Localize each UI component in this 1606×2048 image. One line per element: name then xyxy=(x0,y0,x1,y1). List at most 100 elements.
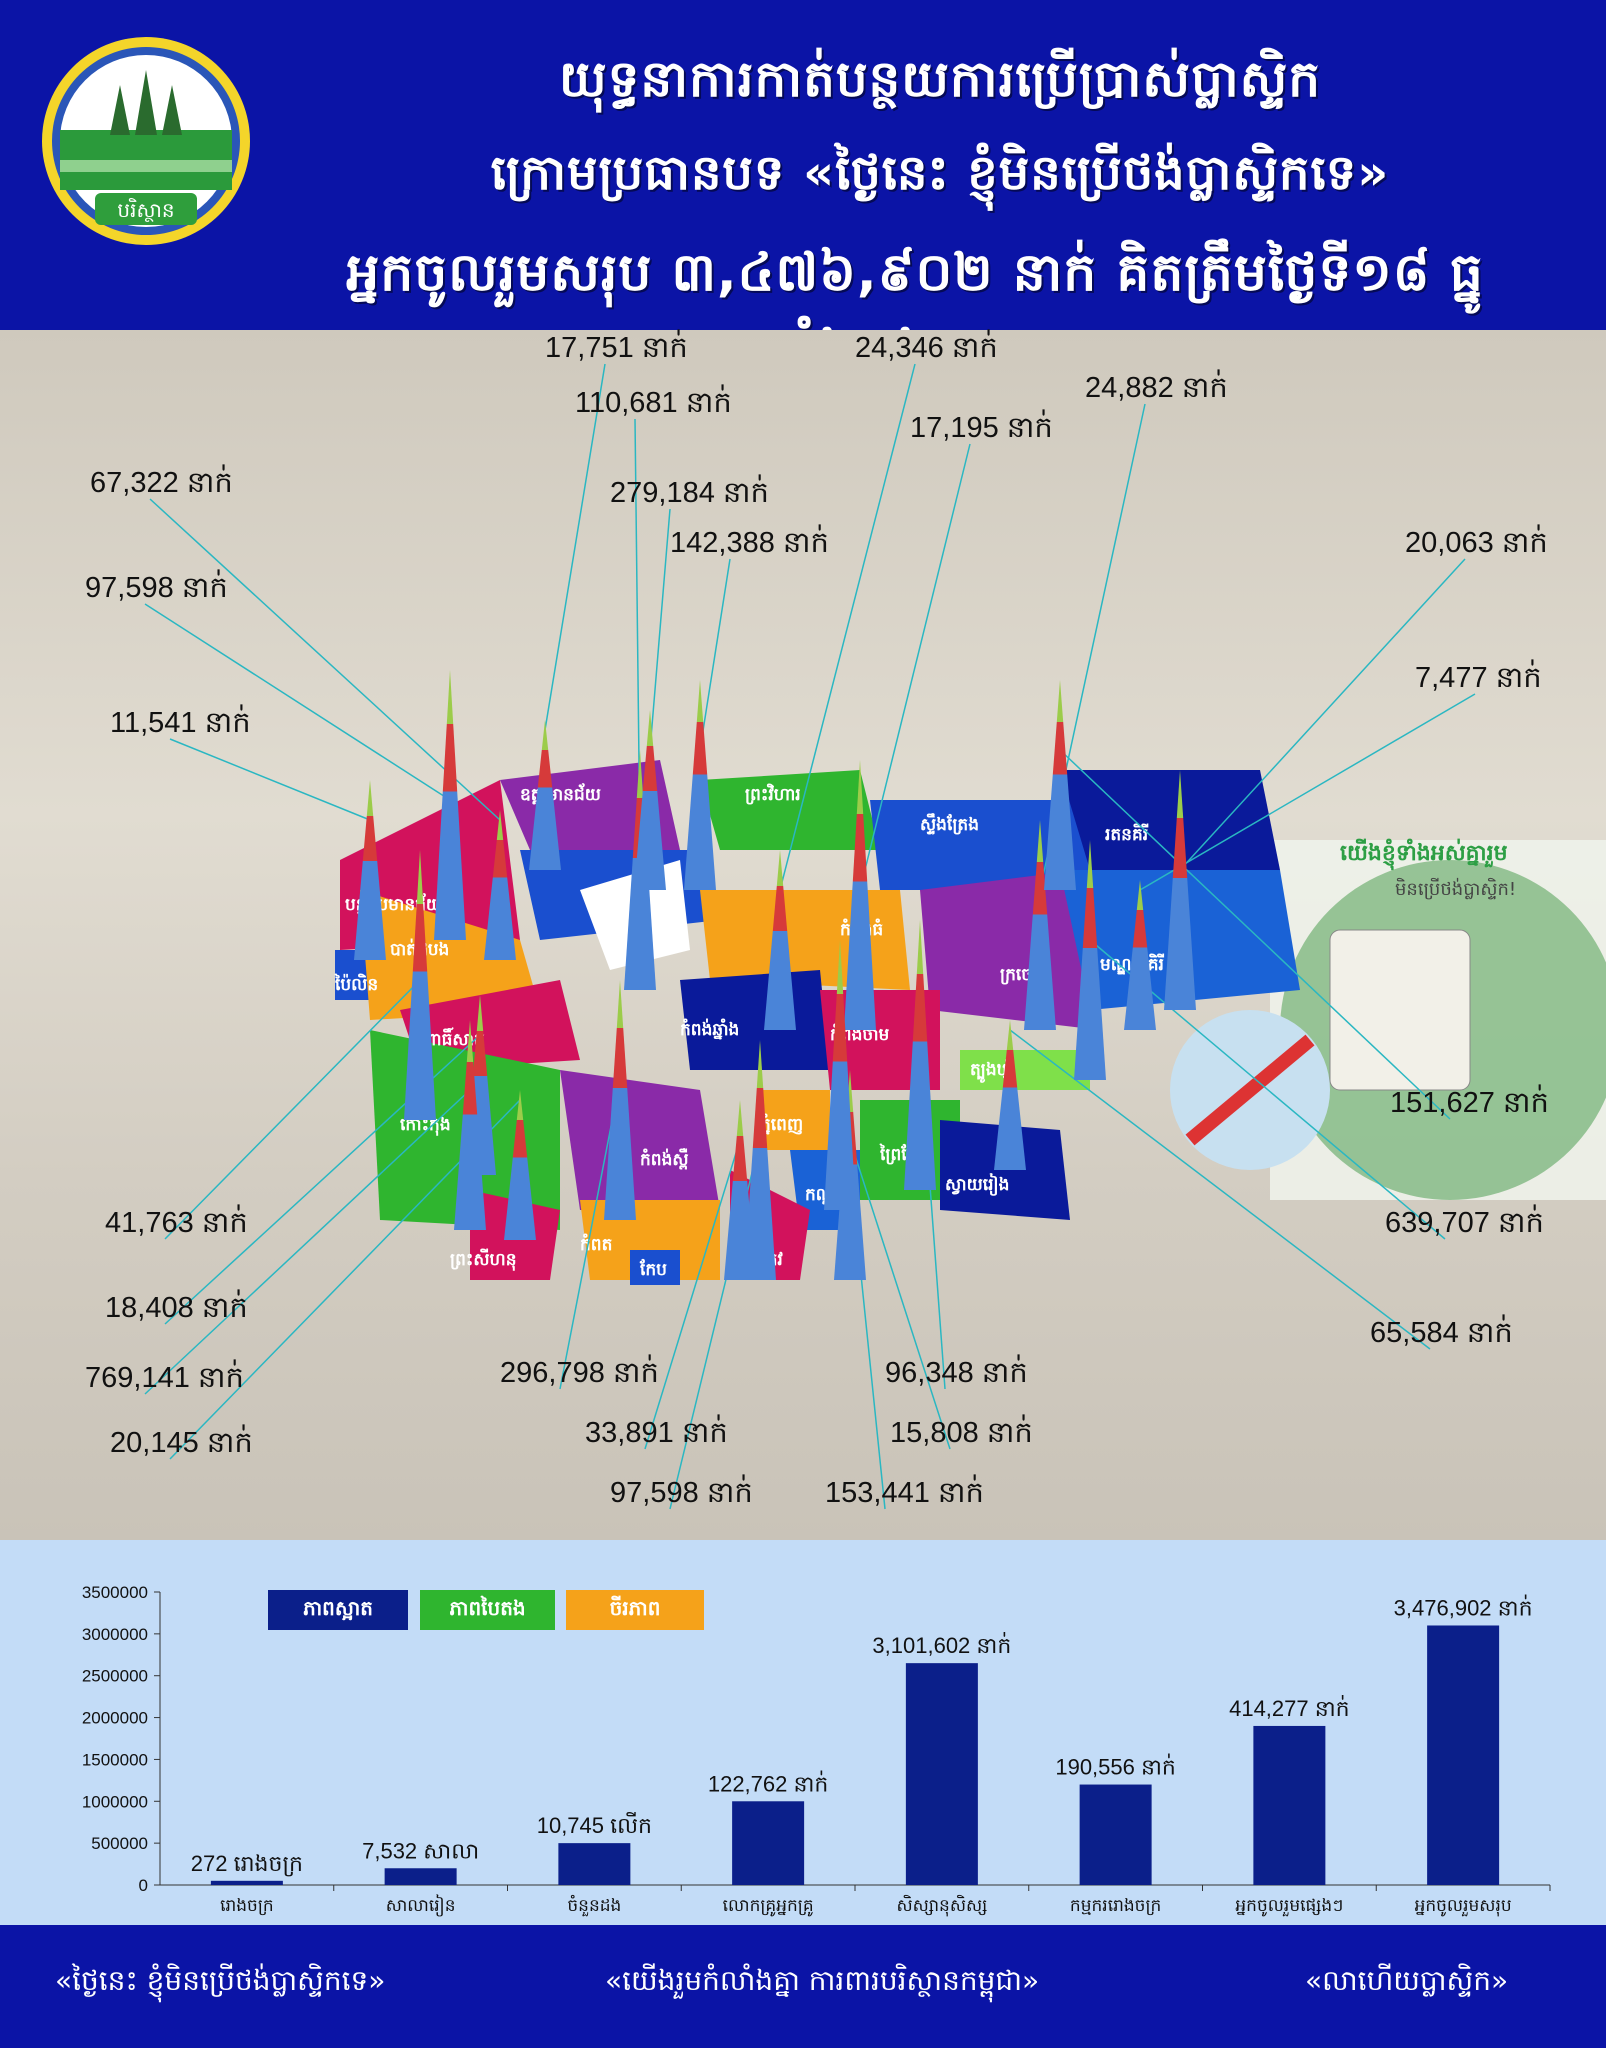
y-tick-label: 2500000 xyxy=(82,1667,148,1686)
y-tick-label: 3000000 xyxy=(82,1625,148,1644)
legend-item: ចីរភាព xyxy=(566,1590,704,1630)
province-cone xyxy=(1164,770,1196,1010)
leader-line xyxy=(699,558,731,751)
banner-text-1: យើងខ្ញុំទាំងអស់គ្នារួម xyxy=(1340,838,1508,871)
bar-chart: 0 500000 1000000 1500000 2000000 2500000 30000… xyxy=(82,1583,1551,1917)
province-count-label: 142,388 នាក់ xyxy=(670,527,829,559)
leader-line xyxy=(859,443,971,891)
province-count-label: 24,882 នាក់ xyxy=(1085,372,1228,404)
province-count-label: 24,346 នាក់ xyxy=(855,332,998,364)
footer-slogan-3: «លាហើយប្លាស្ទិក» xyxy=(1305,1964,1509,1997)
province-count-label: 151,627 នាក់ xyxy=(1390,1087,1549,1119)
province-count-label: 296,798 នាក់ xyxy=(500,1357,659,1389)
province-cone xyxy=(354,780,386,960)
x-category-label: លោកគ្រូអ្នកគ្រូ xyxy=(723,1896,814,1917)
province-cone xyxy=(529,720,561,870)
province-label: ស្ទឹងត្រែង xyxy=(920,813,979,835)
logo-text: បរិស្ថាន xyxy=(117,197,174,222)
province-count-label: 15,808 នាក់ xyxy=(890,1417,1033,1449)
x-category-label: អ្នកចូលរួមផ្សេងៗ xyxy=(1235,1896,1343,1917)
bar xyxy=(732,1801,805,1885)
province-cone xyxy=(504,1090,536,1240)
leader-line xyxy=(849,1139,951,1450)
province-count-label: 96,348 នាក់ xyxy=(885,1357,1028,1389)
bar xyxy=(1253,1725,1326,1885)
bar-data-label: 10,745 លើក xyxy=(537,1812,652,1838)
province-cone xyxy=(824,940,856,1210)
x-category-label: សិស្សានុសិស្ស xyxy=(896,1894,987,1917)
province-cone xyxy=(1074,840,1106,1080)
province-label: ប៉ៃលិន xyxy=(334,973,378,995)
leader-line xyxy=(164,979,421,1240)
province-label: កំពត xyxy=(580,1233,613,1255)
province-count-label: 279,184 នាក់ xyxy=(610,477,769,509)
province-cone xyxy=(484,810,516,960)
x-category-label: កម្មកររោងចក្រ xyxy=(1070,1896,1161,1916)
x-category-label: រោងចក្រ xyxy=(220,1896,274,1916)
title-line-2: ក្រោមប្រធានបទ «ថ្ងៃនេះ ខ្ញុំមិនប្រើថង់ប្… xyxy=(490,145,1390,201)
bar-data-label: 122,762 នាក់ xyxy=(708,1770,829,1796)
province-cone xyxy=(1044,680,1076,890)
y-tick-label: 500000 xyxy=(91,1834,148,1853)
leader-line xyxy=(144,1089,471,1395)
province-label: ព្រះវិហារ xyxy=(745,783,801,805)
province-count-label: 11,541 នាក់ xyxy=(110,707,251,739)
banner-text-2: មិនប្រើថង់ប្លាស្ទិក! xyxy=(1395,877,1516,900)
province-count-label: 639,707 នាក់ xyxy=(1385,1207,1544,1239)
map-section: យើងខ្ញុំទាំងអស់គ្នារួម មិនប្រើថង់ប្លាស្ទ… xyxy=(0,330,1606,1540)
leader-line xyxy=(1139,693,1476,891)
header-banner: បរិស្ថាន យុទ្ធនាការកាត់បន្ថយការប្រើប្រាស… xyxy=(0,0,1606,379)
footer-slogan-1: «ថ្ងៃនេះ ខ្ញុំមិនប្រើថង់ប្លាស្ទិកទេ» xyxy=(55,1964,386,1997)
bar-data-label: 7,532 សាលា xyxy=(362,1838,479,1863)
leader-line xyxy=(169,738,371,821)
province-label: ភ្នំពេញ xyxy=(760,1113,803,1135)
bar-data-label: 3,476,902 នាក់ xyxy=(1394,1594,1533,1620)
province-cone xyxy=(634,710,666,890)
bar-data-label: 190,556 នាក់ xyxy=(1055,1754,1176,1780)
province-label: កំពង់ស្ពឺ xyxy=(640,1148,689,1170)
province-count-label: 769,141 នាក់ xyxy=(85,1362,244,1394)
leader-line xyxy=(1059,749,1451,1120)
province-cone xyxy=(744,1040,776,1280)
province-cone xyxy=(454,1020,486,1230)
bar-data-label: 414,277 នាក់ xyxy=(1229,1695,1350,1721)
province-count-label: 110,681 នាក់ xyxy=(575,387,732,419)
bar-data-label: 3,101,602 នាក់ xyxy=(872,1632,1011,1658)
province-label: កែប xyxy=(639,1258,667,1280)
bars xyxy=(210,1625,1551,1891)
footer-slogan-2: «យើងរួមកំលាំងគ្នា ការពារបរិស្ថានកម្ពុជា» xyxy=(605,1964,1040,1997)
province-count-label: 97,598 នាក់ xyxy=(610,1477,753,1509)
province-count-label: 33,891 នាក់ xyxy=(585,1417,728,1449)
callout-lines xyxy=(144,363,1476,1510)
province-count-label: 20,063 នាក់ xyxy=(1405,527,1548,559)
bar xyxy=(384,1868,457,1885)
y-tick-label: 1500000 xyxy=(82,1750,148,1769)
bar-data-label: 272 រោងចក្រ xyxy=(191,1851,303,1877)
environment-logo: បរិស្ថាន xyxy=(42,37,250,245)
bar-chart-section: 0 500000 1000000 1500000 2000000 2500000 30000… xyxy=(0,1540,1606,1925)
leader-line xyxy=(144,603,451,801)
bar xyxy=(1079,1784,1152,1885)
province-count-label: 17,195 នាក់ xyxy=(910,412,1053,444)
province-count-label: 153,441 នាក់ xyxy=(825,1477,984,1509)
leader-line xyxy=(149,498,501,821)
bar xyxy=(210,1880,283,1885)
leader-line xyxy=(649,508,671,751)
y-tick-label: 3500000 xyxy=(82,1583,148,1602)
province-cone xyxy=(904,920,936,1190)
bar xyxy=(558,1843,631,1885)
footer-banner: «ថ្ងៃនេះ ខ្ញុំមិនប្រើថង់ប្លាស្ទិកទេ» «យើ… xyxy=(0,1925,1606,2048)
province-map: យើងខ្ញុំទាំងអស់គ្នារួម មិនប្រើថង់ប្លាស្ទ… xyxy=(144,363,1606,1510)
province-label: កំពង់ឆ្នាំង xyxy=(680,1018,739,1040)
legend-item: ភាពស្អាត xyxy=(268,1590,408,1630)
province-cone xyxy=(404,850,436,1120)
province-count-label: 17,751 នាក់ xyxy=(545,332,688,364)
province-cone xyxy=(1124,880,1156,1030)
legend-item: ភាពបៃតង xyxy=(420,1590,555,1630)
x-category-label: សាលារៀន xyxy=(386,1894,456,1917)
province-cone xyxy=(1024,820,1056,1030)
province-cone xyxy=(764,850,796,1030)
province-cone xyxy=(994,1020,1026,1170)
province-count-label: 7,477 នាក់ xyxy=(1415,662,1542,694)
province-cone xyxy=(684,680,716,890)
